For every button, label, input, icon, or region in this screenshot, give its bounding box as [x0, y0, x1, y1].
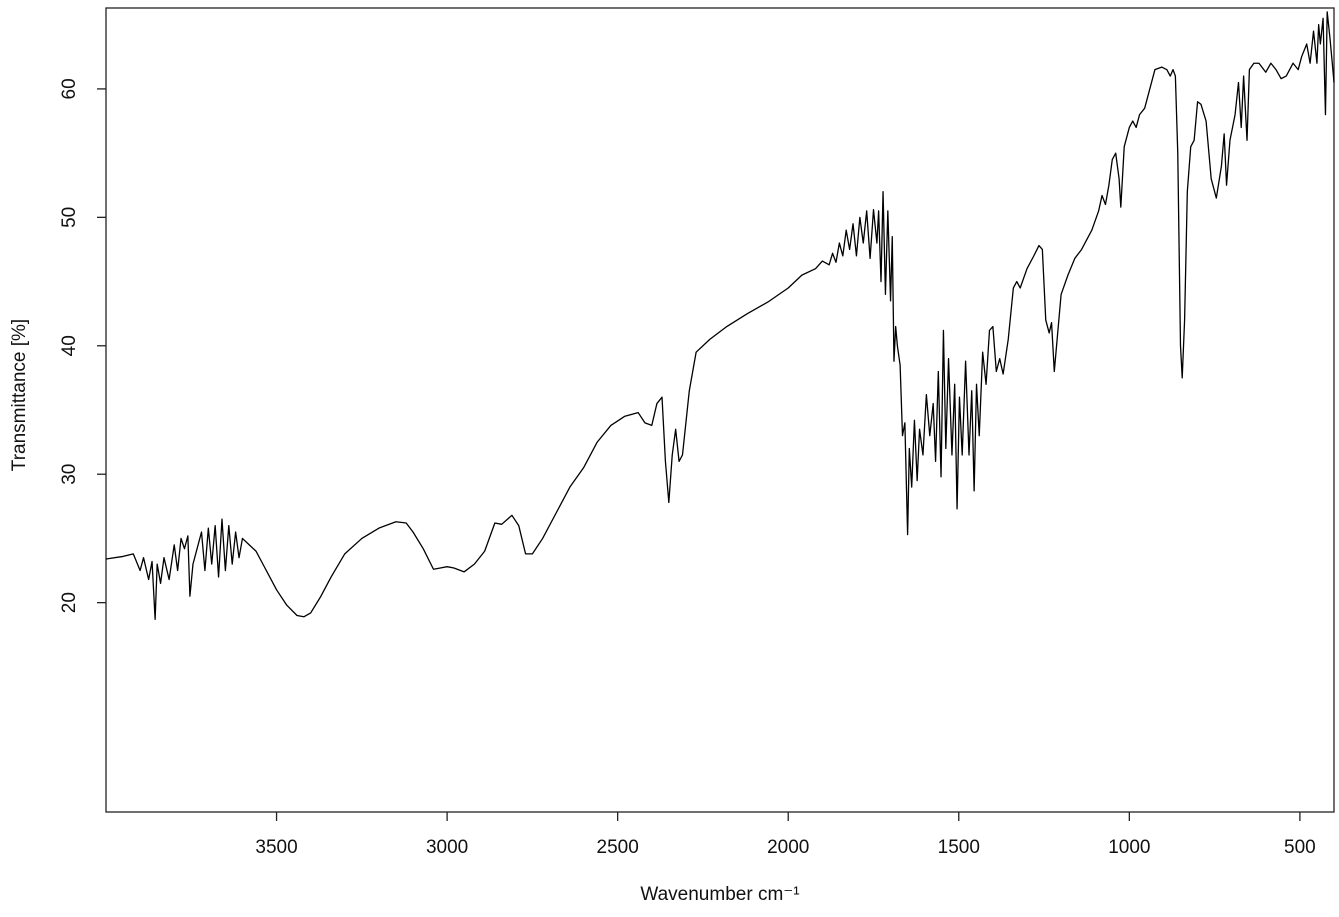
x-tick-label: 500	[1284, 837, 1316, 858]
plot-frame	[105, 7, 1335, 813]
y-axis-title: Transmittance [%]	[9, 319, 30, 471]
x-tick-label: 2500	[597, 837, 639, 858]
x-tick-label: 3000	[426, 837, 468, 858]
y-tick-label: 60	[59, 78, 80, 99]
x-tick-label: 1500	[938, 837, 980, 858]
y-tick-label: 20	[59, 592, 80, 613]
y-tick-label: 50	[59, 207, 80, 228]
x-tick-label: 3500	[255, 837, 297, 858]
x-axis-title: Wavenumber cm⁻¹	[640, 884, 799, 905]
y-tick-label: 30	[59, 464, 80, 485]
x-tick-label: 2000	[767, 837, 809, 858]
x-tick-label: 1000	[1108, 837, 1150, 858]
y-tick-label: 40	[59, 335, 80, 356]
spectrum-line	[105, 11, 1335, 620]
